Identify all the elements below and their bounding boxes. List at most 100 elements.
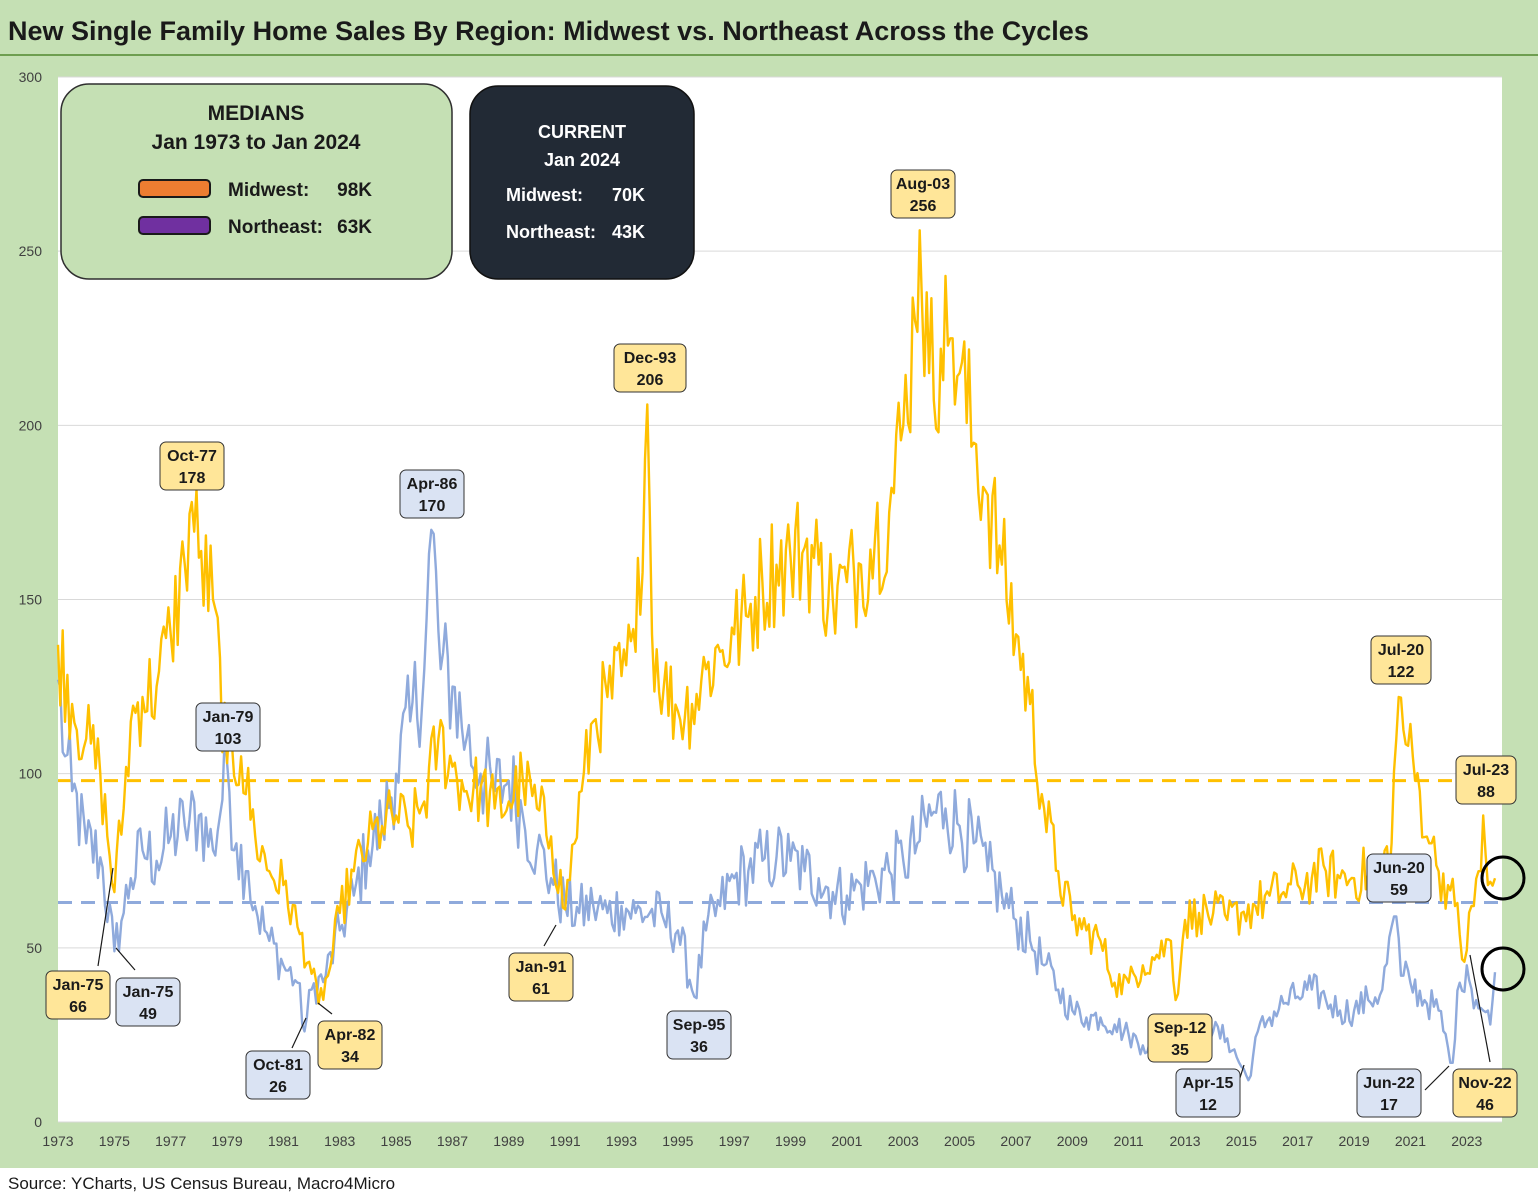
x-tick-label: 1991 (550, 1133, 581, 1149)
x-axis: 1973 1975 1977 1979 1981 1983 1985 1987 1989 1991… (42, 1133, 1482, 1149)
annotation-date: Jan-75 (123, 984, 174, 1001)
current-northeast-value: 43K (612, 222, 645, 242)
annotation-box (115, 977, 181, 1027)
annotation-leader (1469, 954, 1491, 1063)
series-lines (56, 229, 1497, 1082)
annotation-value: 12 (1199, 1097, 1217, 1114)
annotation-date: Oct-81 (253, 1057, 303, 1074)
annotation-date: Jun-22 (1363, 1075, 1415, 1092)
current-period: Jan 2024 (544, 150, 620, 170)
x-tick-label: 2021 (1395, 1133, 1426, 1149)
annotation-northeast-jan-79: Jan-79 103 (195, 702, 261, 752)
medians-period: Jan 1973 to Jan 2024 (152, 131, 361, 154)
annotation-value: 170 (419, 498, 446, 515)
annotation-leader (291, 1017, 307, 1049)
x-tick-label: 2009 (1057, 1133, 1088, 1149)
current-northeast-label: Northeast: (506, 222, 596, 242)
x-tick-label: 1987 (437, 1133, 468, 1149)
series-line-northeast (56, 528, 1497, 1082)
x-tick-label: 1989 (493, 1133, 524, 1149)
annotation-value: 206 (637, 372, 664, 389)
chart-title: New Single Family Home Sales By Region: … (8, 16, 1089, 46)
annotation-midwest-aug-03: Aug-03 256 (890, 169, 956, 219)
northeast-swatch (138, 216, 211, 235)
medians-midwest-label: Midwest: (228, 180, 309, 201)
title-bar: New Single Family Home Sales By Region: … (0, 0, 1538, 56)
annotation-midwest-nov-22: Nov-22 46 (1452, 1068, 1518, 1118)
annotation-leader (317, 1002, 333, 1015)
current-heading: CURRENT (538, 122, 626, 142)
grid (58, 76, 1502, 1123)
annotation-value: 122 (1388, 664, 1415, 681)
medians-northeast-value: 63K (337, 217, 372, 238)
x-tick-label: 2003 (888, 1133, 919, 1149)
annotation-value: 88 (1477, 784, 1495, 801)
annotation-box (666, 1010, 732, 1060)
annotation-box (1455, 755, 1517, 805)
annotation-value: 61 (532, 981, 550, 998)
annotation-value: 26 (269, 1079, 287, 1096)
annotation-value: 66 (69, 999, 87, 1016)
annotation-date: Jan-91 (516, 959, 567, 976)
x-tick-label: 1997 (719, 1133, 750, 1149)
x-tick-label: 1995 (662, 1133, 693, 1149)
y-tick-label: 100 (19, 766, 43, 782)
annotation-value: 17 (1380, 1097, 1398, 1114)
x-tick-label: 2001 (831, 1133, 862, 1149)
annotation-box (613, 343, 687, 393)
annotation-value: 256 (910, 198, 937, 215)
y-tick-label: 200 (19, 417, 43, 433)
annotation-box (399, 469, 465, 519)
annotation-date: Jan-79 (203, 709, 254, 726)
x-tick-label: 2015 (1226, 1133, 1257, 1149)
series-line-midwest (56, 229, 1497, 1005)
annotation-northeast-jun-22: Jun-22 17 (1356, 1068, 1422, 1118)
x-tick-label: 2011 (1114, 1133, 1144, 1149)
annotation-date: Sep-95 (673, 1017, 726, 1034)
annotation-box (1452, 1068, 1518, 1118)
medians-heading: MEDIANS (208, 102, 305, 125)
x-tick-label: 1985 (381, 1133, 412, 1149)
annotation-date: Jul-20 (1378, 642, 1424, 659)
annotation-value: 178 (179, 470, 206, 487)
annotation-date: Dec-93 (624, 350, 677, 367)
medians-midwest-value: 98K (337, 180, 372, 201)
x-tick-label: 1975 (99, 1133, 130, 1149)
y-tick-label: 150 (19, 592, 43, 608)
annotation-date: Jun-20 (1373, 860, 1425, 877)
annotation-date: Aug-03 (896, 176, 950, 193)
annotation-leader (1424, 1065, 1450, 1091)
y-tick-label: 300 (19, 69, 43, 85)
annotation-value: 49 (139, 1006, 157, 1023)
annotation-leader (543, 924, 557, 947)
annotation-box (1370, 635, 1432, 685)
annotation-value: 35 (1171, 1042, 1189, 1059)
x-tick-label: 2023 (1451, 1133, 1482, 1149)
y-tick-label: 50 (26, 940, 42, 956)
annotation-date: Nov-22 (1458, 1075, 1511, 1092)
x-tick-label: 1999 (775, 1133, 806, 1149)
y-tick-label: 0 (34, 1114, 42, 1130)
x-tick-label: 1979 (211, 1133, 242, 1149)
annotation-box (159, 441, 225, 491)
x-tick-label: 2017 (1282, 1133, 1313, 1149)
x-tick-label: 2019 (1338, 1133, 1369, 1149)
annotation-midwest-jul-23: Jul-23 88 (1455, 755, 1517, 805)
annotation-midwest-oct-77: Oct-77 178 (159, 441, 225, 491)
x-tick-label: 2005 (944, 1133, 975, 1149)
annotation-box (1356, 1068, 1422, 1118)
annotation-box (317, 1020, 383, 1070)
annotation-date: Jul-23 (1463, 762, 1509, 779)
current-midwest-circle (1480, 855, 1526, 901)
x-tick-label: 1993 (606, 1133, 637, 1149)
annotation-value: 103 (215, 731, 242, 748)
annotation-box (195, 702, 261, 752)
annotation-value: 36 (690, 1039, 708, 1056)
annotation-midwest-jan-91: Jan-91 61 (508, 952, 574, 1002)
annotation-northeast-jan-75: Jan-75 49 (115, 977, 181, 1027)
x-tick-label: 1977 (155, 1133, 186, 1149)
annotation-date: Sep-12 (1154, 1020, 1207, 1037)
annotation-date: Apr-82 (325, 1027, 376, 1044)
x-tick-label: 2007 (1000, 1133, 1031, 1149)
